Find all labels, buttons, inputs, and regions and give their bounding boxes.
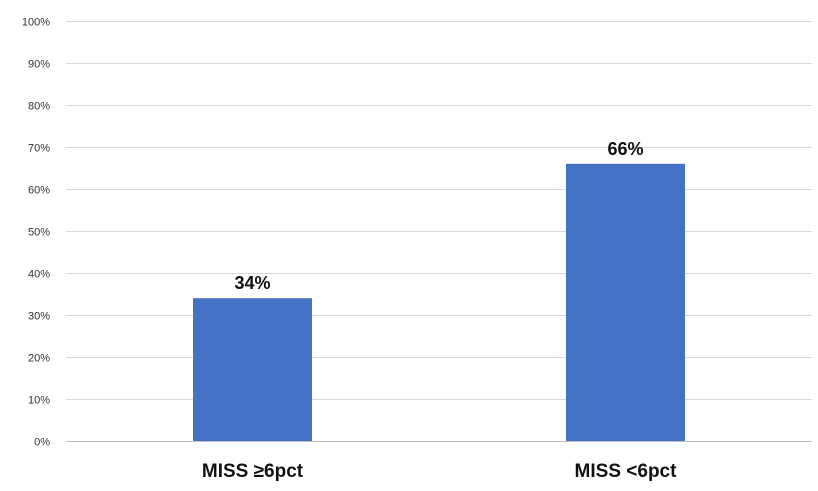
category-label-2: MISS <6pct bbox=[575, 461, 678, 482]
bar-2 bbox=[566, 163, 685, 442]
y-tick-label-20: 20% bbox=[28, 353, 50, 365]
gridlines bbox=[66, 21, 812, 442]
y-tick-label-80: 80% bbox=[28, 101, 50, 113]
y-tick-label-30: 30% bbox=[28, 311, 50, 323]
y-tick-label-70: 70% bbox=[28, 143, 50, 155]
bars bbox=[193, 163, 685, 442]
y-tick-label-10: 10% bbox=[28, 395, 50, 407]
y-tick-label-0: 0% bbox=[34, 437, 50, 449]
y-tick-label-40: 40% bbox=[28, 269, 50, 281]
y-axis-tick-labels: 0% 10% 20% 30% 40% 50% 60% 70% 80% 90% 100% bbox=[22, 17, 50, 449]
y-tick-label-100: 100% bbox=[22, 17, 50, 29]
y-tick-label-60: 60% bbox=[28, 185, 50, 197]
y-tick-label-90: 90% bbox=[28, 59, 50, 71]
data-labels: 34% 66% bbox=[234, 139, 643, 293]
data-label-1: 34% bbox=[234, 273, 270, 293]
category-label-1: MISS ≥6pct bbox=[202, 461, 304, 482]
y-tick-label-50: 50% bbox=[28, 227, 50, 239]
x-axis-category-labels: MISS ≥6pct MISS <6pct bbox=[202, 461, 677, 482]
bar-1 bbox=[193, 298, 312, 441]
data-label-2: 66% bbox=[607, 139, 643, 159]
